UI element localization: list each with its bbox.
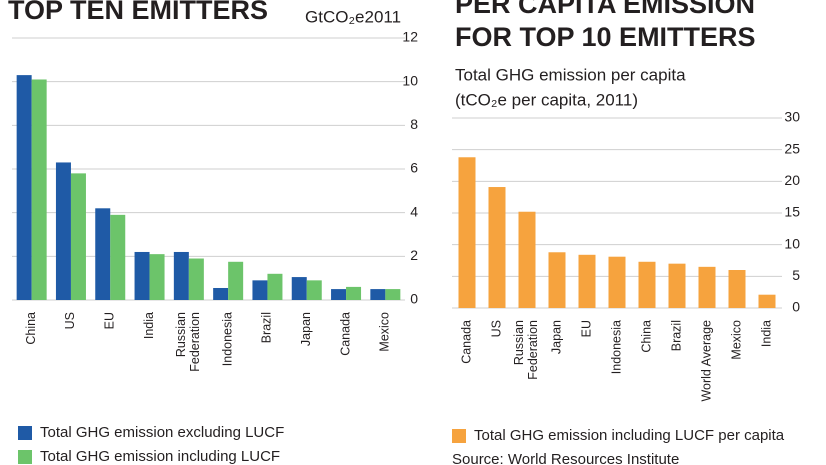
y-tick-label: 15 [784,204,800,220]
bar [267,273,283,300]
bar [306,280,322,300]
bar [252,280,268,300]
subtitle: (tCO₂e per capita, 2011) [455,90,638,109]
x-tick-label: Brazil [260,312,274,343]
bar [110,214,126,300]
bar [331,289,347,300]
chart-title: PER CAPITA EMISSION [455,0,755,19]
y-tick-label: 0 [792,299,800,315]
x-tick-label: Mexico [729,320,743,360]
bar [16,75,32,300]
y-tick-label: 6 [410,160,418,176]
bar [668,263,686,308]
x-tick-label: Brazil [669,320,683,351]
legend-label: Total GHG emission including LUCF [40,448,280,465]
legend-swatch [18,426,32,440]
bar [95,208,111,300]
y-tick-label: 2 [410,247,418,263]
x-tick-label: EU [579,320,593,337]
y-tick-label: 30 [784,109,800,125]
x-tick-label: Canada [338,312,352,356]
y-tick-label: 5 [792,267,800,283]
bar [228,261,244,300]
chart-title: TOP TEN EMITTERS [8,0,268,25]
x-tick-label: Indonesia [609,320,623,374]
legend-swatch [452,429,466,443]
bar [578,254,596,308]
x-tick-label: Canada [459,320,473,364]
legend-swatch [18,450,32,464]
x-tick-label: Indonesia [220,312,234,366]
bar [488,187,506,308]
bar [55,162,71,300]
bar [213,287,229,300]
legend-label: Total GHG emission excluding LUCF [40,424,284,441]
x-tick-label: China [24,312,38,345]
x-tick-label: Mexico [378,312,392,352]
x-tick-label: EU [103,312,117,329]
bar [31,79,47,300]
subtitle: Total GHG emission per capita [455,65,686,84]
bar [346,286,362,300]
bar [291,277,307,300]
bar [698,266,716,308]
y-tick-label: 10 [784,235,800,251]
bar [149,254,165,300]
bar [134,251,150,300]
bar [638,261,656,308]
y-tick-label: 0 [410,291,418,307]
x-tick-label: China [639,320,653,353]
x-tick-label: RussianFederation [512,320,540,380]
x-tick-label: India [142,312,156,339]
x-tick-label: Japan [299,312,313,346]
legend-label: Total GHG emission including LUCF per ca… [474,427,785,444]
x-tick-label: US [489,320,503,337]
x-tick-label: US [63,312,77,329]
y-tick-label: 8 [410,116,418,132]
bar [758,294,776,308]
bar [608,256,626,308]
y-tick-label: 25 [784,140,800,156]
bar [458,157,476,308]
bar [370,289,386,300]
x-tick-label: India [759,320,773,347]
bar [518,211,536,308]
y-tick-label: 10 [402,72,418,88]
unit-label: GtCO₂e2011 [305,7,401,26]
bar [173,251,189,300]
bar [188,258,204,300]
y-tick-label: 12 [402,29,418,45]
bar [385,289,401,300]
y-tick-label: 4 [410,203,418,219]
x-tick-label: World Average [699,320,713,402]
x-tick-label: RussianFederation [174,312,202,372]
bar [70,173,86,300]
source: Source: World Resources Institute [452,451,679,465]
y-tick-label: 20 [784,172,800,188]
bar [548,252,566,308]
bar [728,270,746,308]
x-tick-label: Japan [549,320,563,354]
chart-title: FOR TOP 10 EMITTERS [455,22,756,52]
